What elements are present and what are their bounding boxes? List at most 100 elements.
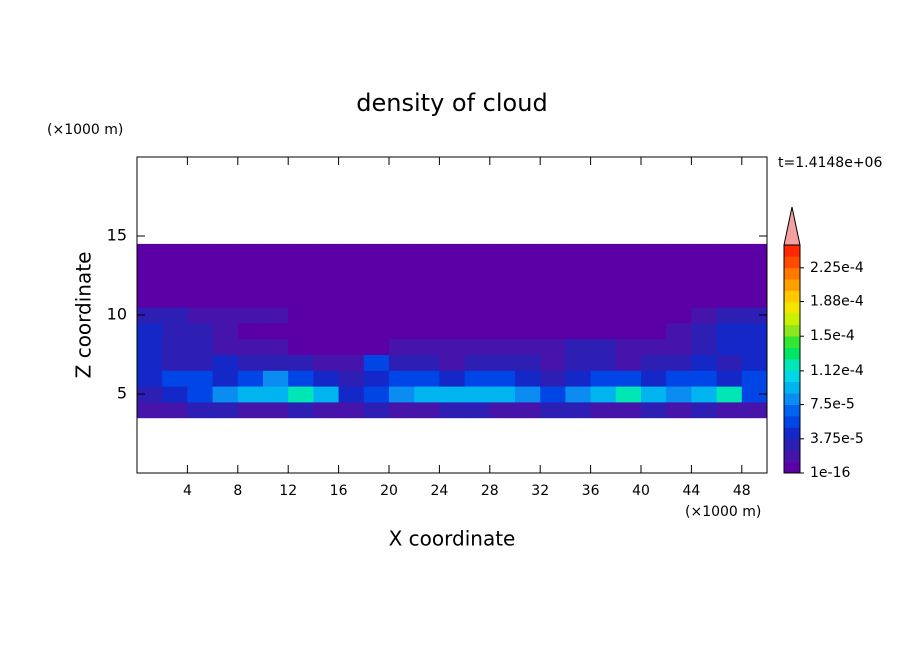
x-tick-label: 32 <box>531 483 549 499</box>
contour-cell <box>515 307 541 324</box>
contour-cell <box>363 338 390 355</box>
contour-cell <box>414 291 440 308</box>
contour-cell <box>439 370 466 387</box>
contour-cell <box>363 243 390 261</box>
contour-cell <box>237 354 264 371</box>
contour-cell <box>237 307 264 324</box>
contour-cell <box>540 386 566 403</box>
contour-cell <box>288 401 314 419</box>
contour-cell <box>137 322 163 340</box>
contour-cell <box>615 401 642 419</box>
colorbar-tick-label: 1.5e-4 <box>810 328 855 344</box>
contour-cell <box>515 275 541 292</box>
contour-cell <box>389 354 415 371</box>
contour-cell <box>666 243 692 261</box>
contour-cell <box>439 354 466 371</box>
x-tick-label: 36 <box>582 483 600 499</box>
colorbar-band <box>784 336 800 348</box>
contour-cell <box>162 401 188 419</box>
contour-cell <box>389 322 415 340</box>
colorbar-frame <box>783 244 801 474</box>
colorbar-band <box>784 256 800 269</box>
contour-cell <box>187 307 214 324</box>
colorbar-band <box>784 302 800 314</box>
colorbar-band <box>784 393 800 405</box>
contour-cell <box>187 401 214 419</box>
contour-cell <box>565 291 592 308</box>
contour-cell <box>338 386 365 403</box>
contour-cell <box>741 338 768 355</box>
contour-cell <box>515 370 541 387</box>
contour-cell <box>263 307 289 324</box>
contour-cell <box>237 322 264 340</box>
contour-cell <box>716 275 743 292</box>
contour-cell <box>641 354 667 371</box>
colorbar-band <box>784 450 800 462</box>
contour-cell <box>137 370 163 387</box>
contour-cell <box>691 307 718 324</box>
contour-cell <box>263 275 289 292</box>
contour-cell <box>464 370 491 387</box>
contour-cell <box>162 275 188 292</box>
contour-cell <box>187 259 214 276</box>
contour-cell <box>565 386 592 403</box>
contour-cell <box>590 386 617 403</box>
contour-cell <box>212 322 239 340</box>
contour-cell <box>212 307 239 324</box>
contour-cell <box>464 291 491 308</box>
contour-cell <box>187 291 214 308</box>
contour-cell <box>212 259 239 276</box>
contour-cell <box>540 354 566 371</box>
contour-cell <box>137 259 163 276</box>
contour-cell <box>162 370 188 387</box>
contour-cell <box>212 401 239 419</box>
contour-cell <box>137 401 163 419</box>
contour-cell <box>741 401 768 419</box>
contour-cell <box>414 354 440 371</box>
colorbar-tick-label: 7.5e-5 <box>810 397 855 413</box>
contour-cell <box>489 322 516 340</box>
contour-cell <box>187 386 214 403</box>
contour-cell <box>338 243 365 261</box>
x-unit: (×1000 m) <box>685 504 761 520</box>
contour-cell <box>363 370 390 387</box>
contour-cell <box>313 401 340 419</box>
contour-cell <box>263 370 289 387</box>
colorbar-band <box>784 427 800 440</box>
contour-cell <box>137 307 163 324</box>
contour-cell <box>666 386 692 403</box>
contour-cell <box>691 386 718 403</box>
contour-cell <box>641 259 667 276</box>
colorbar-band <box>784 370 800 383</box>
contour-cell <box>162 386 188 403</box>
contour-cell <box>414 243 440 261</box>
contour-cell <box>716 259 743 276</box>
contour-cell <box>338 401 365 419</box>
contour-cell <box>137 291 163 308</box>
contour-cell <box>666 307 692 324</box>
x-tick-label: 12 <box>279 483 297 499</box>
contour-cell <box>439 338 466 355</box>
contour-cell <box>716 338 743 355</box>
contour-cell <box>489 338 516 355</box>
contour-cell <box>641 370 667 387</box>
contour-cell <box>741 386 768 403</box>
contour-cell <box>489 354 516 371</box>
colorbar-band <box>784 245 800 257</box>
contour-cell <box>313 354 340 371</box>
contour-cell <box>363 259 390 276</box>
colorbar-tick-label: 2.25e-4 <box>810 260 864 276</box>
y-axis-label: Z coordinate <box>72 252 96 379</box>
contour-cell <box>565 259 592 276</box>
contour-cell <box>515 401 541 419</box>
colorbar-tick-label: 3.75e-5 <box>810 431 864 447</box>
contour-cell <box>641 291 667 308</box>
contour-cell <box>615 386 642 403</box>
contour-cell <box>540 259 566 276</box>
contour-cell <box>363 386 390 403</box>
contour-cell <box>313 338 340 355</box>
contour-cell <box>641 243 667 261</box>
contour-cell <box>389 386 415 403</box>
contour-cell <box>565 401 592 419</box>
contour-cell <box>590 322 617 340</box>
